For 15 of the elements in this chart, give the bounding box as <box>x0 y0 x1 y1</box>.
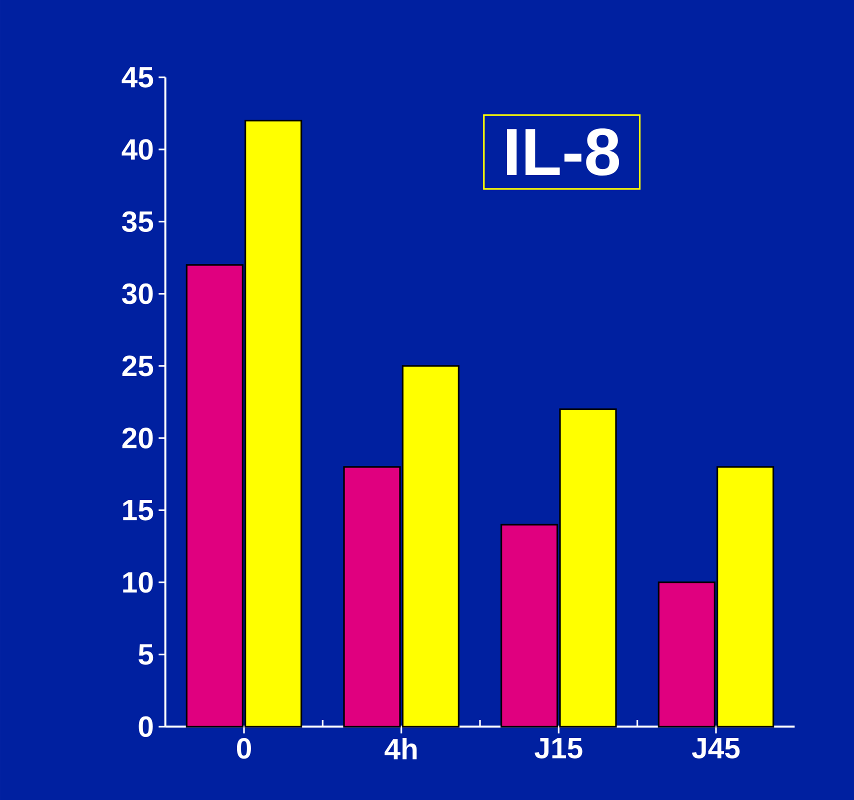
y-tick-label: 0 <box>138 716 153 738</box>
y-tick-label: 15 <box>123 500 154 520</box>
text: IL-8 <box>507 128 620 176</box>
y-tick-label: 5 <box>138 644 154 665</box>
y-tick-label: 10 <box>123 572 153 593</box>
x-tick-label: 4h <box>384 738 417 760</box>
x-tick-label: J45 <box>692 738 740 759</box>
y-tick-label: 40 <box>122 139 153 160</box>
x-tick-label: J15 <box>534 738 582 759</box>
y-tick-label: 20 <box>122 428 153 448</box>
x-tick-label: 0 <box>237 738 251 759</box>
y-tick-label: 25 <box>122 356 154 376</box>
y-tick-label: 30 <box>122 283 153 304</box>
y-tick-label: 35 <box>122 211 154 232</box>
y-tick-label: 45 <box>122 67 154 88</box>
